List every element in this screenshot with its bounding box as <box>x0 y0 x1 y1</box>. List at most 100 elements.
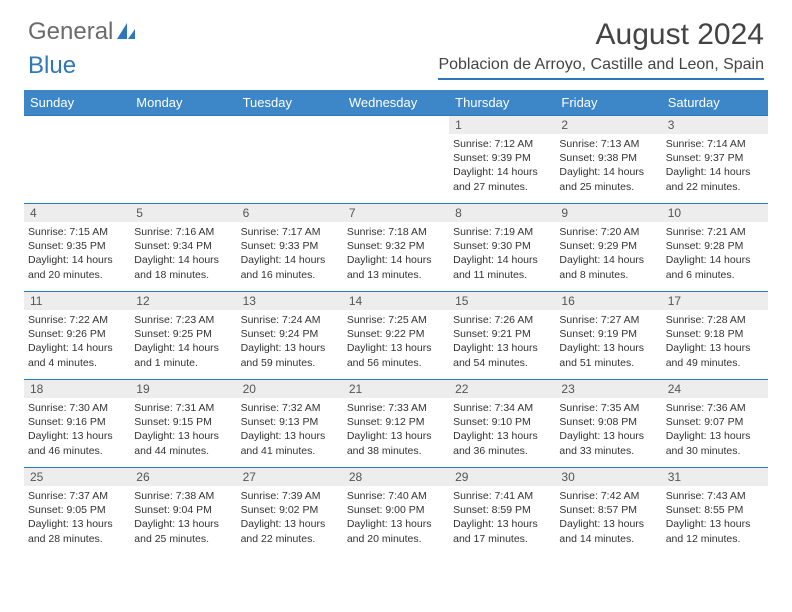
day-number <box>130 115 236 134</box>
day-body: Sunrise: 7:23 AMSunset: 9:25 PMDaylight:… <box>130 310 236 370</box>
daylight-text: Daylight: 14 hours and 25 minutes. <box>559 165 657 193</box>
daylight-text: Daylight: 13 hours and 41 minutes. <box>241 429 339 457</box>
calendar-cell: 21Sunrise: 7:33 AMSunset: 9:12 PMDayligh… <box>343 379 449 467</box>
day-number: 24 <box>662 379 768 398</box>
sunset-text: Sunset: 9:08 PM <box>559 415 657 429</box>
calendar-cell <box>130 115 236 203</box>
day-body: Sunrise: 7:33 AMSunset: 9:12 PMDaylight:… <box>343 398 449 458</box>
day-number: 16 <box>555 291 661 310</box>
calendar-cell: 19Sunrise: 7:31 AMSunset: 9:15 PMDayligh… <box>130 379 236 467</box>
sunset-text: Sunset: 9:16 PM <box>28 415 126 429</box>
weekday-header: Thursday <box>449 90 555 115</box>
weekday-header: Wednesday <box>343 90 449 115</box>
sunset-text: Sunset: 9:26 PM <box>28 327 126 341</box>
daylight-text: Daylight: 13 hours and 46 minutes. <box>28 429 126 457</box>
day-number: 6 <box>237 203 343 222</box>
weekday-header: Sunday <box>24 90 130 115</box>
sunrise-text: Sunrise: 7:14 AM <box>666 137 764 151</box>
daylight-text: Daylight: 13 hours and 56 minutes. <box>347 341 445 369</box>
daylight-text: Daylight: 14 hours and 13 minutes. <box>347 253 445 281</box>
calendar-cell: 9Sunrise: 7:20 AMSunset: 9:29 PMDaylight… <box>555 203 661 291</box>
day-body: Sunrise: 7:19 AMSunset: 9:30 PMDaylight:… <box>449 222 555 282</box>
daylight-text: Daylight: 14 hours and 22 minutes. <box>666 165 764 193</box>
sunset-text: Sunset: 9:13 PM <box>241 415 339 429</box>
day-number: 12 <box>130 291 236 310</box>
daylight-text: Daylight: 13 hours and 30 minutes. <box>666 429 764 457</box>
sunset-text: Sunset: 9:29 PM <box>559 239 657 253</box>
weekday-header: Monday <box>130 90 236 115</box>
sunrise-text: Sunrise: 7:35 AM <box>559 401 657 415</box>
daylight-text: Daylight: 13 hours and 54 minutes. <box>453 341 551 369</box>
header: General August 2024 Poblacion de Arroyo,… <box>0 0 792 84</box>
brand-part2: Blue <box>28 52 76 79</box>
day-body: Sunrise: 7:42 AMSunset: 8:57 PMDaylight:… <box>555 486 661 546</box>
day-number: 21 <box>343 379 449 398</box>
sunset-text: Sunset: 9:21 PM <box>453 327 551 341</box>
calendar-cell: 18Sunrise: 7:30 AMSunset: 9:16 PMDayligh… <box>24 379 130 467</box>
calendar-cell: 17Sunrise: 7:28 AMSunset: 9:18 PMDayligh… <box>662 291 768 379</box>
sunset-text: Sunset: 9:33 PM <box>241 239 339 253</box>
sunset-text: Sunset: 9:04 PM <box>134 503 232 517</box>
daylight-text: Daylight: 14 hours and 4 minutes. <box>28 341 126 369</box>
calendar-cell: 5Sunrise: 7:16 AMSunset: 9:34 PMDaylight… <box>130 203 236 291</box>
day-body: Sunrise: 7:24 AMSunset: 9:24 PMDaylight:… <box>237 310 343 370</box>
day-body: Sunrise: 7:20 AMSunset: 9:29 PMDaylight:… <box>555 222 661 282</box>
day-body: Sunrise: 7:41 AMSunset: 8:59 PMDaylight:… <box>449 486 555 546</box>
daylight-text: Daylight: 13 hours and 33 minutes. <box>559 429 657 457</box>
sunset-text: Sunset: 8:59 PM <box>453 503 551 517</box>
day-body: Sunrise: 7:31 AMSunset: 9:15 PMDaylight:… <box>130 398 236 458</box>
day-body: Sunrise: 7:34 AMSunset: 9:10 PMDaylight:… <box>449 398 555 458</box>
calendar-cell: 27Sunrise: 7:39 AMSunset: 9:02 PMDayligh… <box>237 467 343 555</box>
day-body: Sunrise: 7:18 AMSunset: 9:32 PMDaylight:… <box>343 222 449 282</box>
sunset-text: Sunset: 9:35 PM <box>28 239 126 253</box>
day-body: Sunrise: 7:27 AMSunset: 9:19 PMDaylight:… <box>555 310 661 370</box>
day-number: 30 <box>555 467 661 486</box>
sunrise-text: Sunrise: 7:20 AM <box>559 225 657 239</box>
logo-sail-icon <box>115 21 137 43</box>
daylight-text: Daylight: 13 hours and 38 minutes. <box>347 429 445 457</box>
sunrise-text: Sunrise: 7:34 AM <box>453 401 551 415</box>
sunrise-text: Sunrise: 7:31 AM <box>134 401 232 415</box>
daylight-text: Daylight: 13 hours and 49 minutes. <box>666 341 764 369</box>
calendar-cell: 29Sunrise: 7:41 AMSunset: 8:59 PMDayligh… <box>449 467 555 555</box>
sunset-text: Sunset: 9:34 PM <box>134 239 232 253</box>
sunrise-text: Sunrise: 7:38 AM <box>134 489 232 503</box>
calendar-cell <box>24 115 130 203</box>
calendar-cell <box>237 115 343 203</box>
day-number: 17 <box>662 291 768 310</box>
daylight-text: Daylight: 13 hours and 22 minutes. <box>241 517 339 545</box>
weekday-header: Tuesday <box>237 90 343 115</box>
sunset-text: Sunset: 9:00 PM <box>347 503 445 517</box>
calendar-row: 11Sunrise: 7:22 AMSunset: 9:26 PMDayligh… <box>24 291 768 379</box>
calendar-cell: 15Sunrise: 7:26 AMSunset: 9:21 PMDayligh… <box>449 291 555 379</box>
location-text: Poblacion de Arroyo, Castille and Leon, … <box>438 56 764 80</box>
calendar-row: 18Sunrise: 7:30 AMSunset: 9:16 PMDayligh… <box>24 379 768 467</box>
day-number: 3 <box>662 115 768 134</box>
day-number: 18 <box>24 379 130 398</box>
calendar-cell: 11Sunrise: 7:22 AMSunset: 9:26 PMDayligh… <box>24 291 130 379</box>
weekday-header: Friday <box>555 90 661 115</box>
daylight-text: Daylight: 13 hours and 20 minutes. <box>347 517 445 545</box>
daylight-text: Daylight: 13 hours and 28 minutes. <box>28 517 126 545</box>
calendar-cell: 23Sunrise: 7:35 AMSunset: 9:08 PMDayligh… <box>555 379 661 467</box>
sunset-text: Sunset: 9:15 PM <box>134 415 232 429</box>
sunrise-text: Sunrise: 7:33 AM <box>347 401 445 415</box>
sunrise-text: Sunrise: 7:37 AM <box>28 489 126 503</box>
sunset-text: Sunset: 9:24 PM <box>241 327 339 341</box>
sunrise-text: Sunrise: 7:43 AM <box>666 489 764 503</box>
sunset-text: Sunset: 9:28 PM <box>666 239 764 253</box>
calendar-cell: 16Sunrise: 7:27 AMSunset: 9:19 PMDayligh… <box>555 291 661 379</box>
day-number: 2 <box>555 115 661 134</box>
daylight-text: Daylight: 13 hours and 12 minutes. <box>666 517 764 545</box>
calendar-cell: 31Sunrise: 7:43 AMSunset: 8:55 PMDayligh… <box>662 467 768 555</box>
daylight-text: Daylight: 14 hours and 1 minute. <box>134 341 232 369</box>
calendar-cell: 22Sunrise: 7:34 AMSunset: 9:10 PMDayligh… <box>449 379 555 467</box>
day-number: 7 <box>343 203 449 222</box>
calendar-cell: 12Sunrise: 7:23 AMSunset: 9:25 PMDayligh… <box>130 291 236 379</box>
day-body: Sunrise: 7:39 AMSunset: 9:02 PMDaylight:… <box>237 486 343 546</box>
day-number: 20 <box>237 379 343 398</box>
day-body: Sunrise: 7:38 AMSunset: 9:04 PMDaylight:… <box>130 486 236 546</box>
sunset-text: Sunset: 8:55 PM <box>666 503 764 517</box>
calendar-cell: 1Sunrise: 7:12 AMSunset: 9:39 PMDaylight… <box>449 115 555 203</box>
sunrise-text: Sunrise: 7:42 AM <box>559 489 657 503</box>
